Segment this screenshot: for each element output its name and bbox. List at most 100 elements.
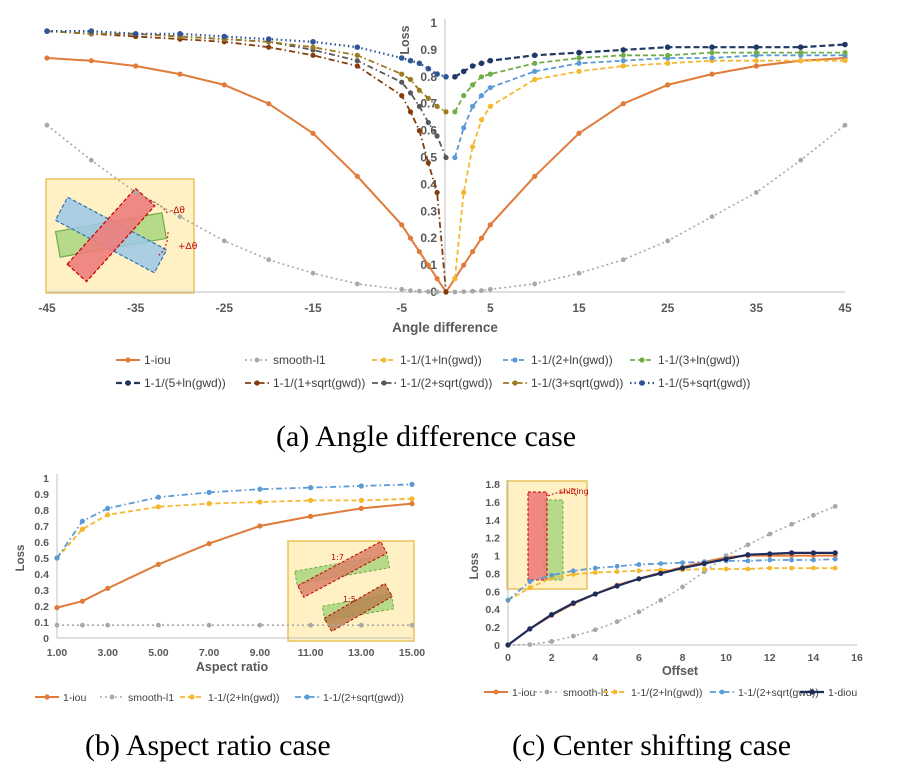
data-point: [434, 276, 440, 282]
data-point: [723, 556, 729, 562]
data-point: [221, 82, 227, 88]
inset-label-ratio-1: 1:7: [331, 553, 344, 562]
data-point: [549, 639, 554, 644]
y-tick-label: 1.6: [485, 497, 500, 509]
legend-item: 1-1/(5+ln(gwd)): [116, 376, 226, 390]
data-point: [399, 286, 405, 292]
data-point: [461, 125, 467, 131]
caption-c: (c) Center shifting case: [512, 729, 792, 762]
data-point: [257, 622, 263, 628]
data-point: [79, 598, 85, 604]
x-tick-label: 12: [764, 652, 776, 664]
data-point: [753, 63, 759, 69]
data-point: [470, 82, 476, 88]
legend-swatch-marker: [125, 380, 131, 386]
data-point: [308, 485, 314, 491]
data-point: [105, 505, 111, 511]
data-point: [789, 550, 795, 556]
data-point: [156, 622, 161, 628]
data-point: [767, 565, 773, 571]
data-point: [701, 561, 707, 567]
data-point: [408, 288, 413, 294]
data-point: [478, 117, 485, 123]
data-point: [753, 44, 760, 50]
legend-swatch-marker: [44, 694, 50, 700]
data-point: [470, 144, 476, 150]
data-point: [620, 52, 626, 58]
legend-item: smooth-l1: [535, 687, 609, 699]
data-point: [592, 565, 598, 571]
x-tick-label: 5: [487, 301, 494, 315]
x-tick-label: -5: [396, 301, 407, 315]
x-tick-label: 11.00: [298, 647, 324, 659]
legend-label: smooth-l1: [563, 687, 609, 699]
series-1-1-5-ln-gwd-: [452, 41, 848, 80]
data-point: [665, 82, 671, 88]
data-point: [576, 60, 582, 66]
rotation-arc-minus: [149, 199, 169, 215]
legend-label: 1-1/(5+ln(gwd)): [144, 376, 226, 390]
data-point: [358, 483, 364, 489]
y-tick-label: 0.5: [34, 553, 49, 565]
data-point: [206, 501, 212, 507]
data-point: [310, 39, 316, 45]
data-point: [665, 52, 671, 58]
data-point: [354, 52, 360, 58]
series-1-iou: [54, 501, 415, 611]
data-point: [105, 585, 111, 592]
legend-swatch-marker: [809, 689, 815, 695]
y-tick-label: 0.8: [34, 505, 49, 517]
data-point: [461, 189, 467, 196]
data-point: [789, 521, 794, 527]
legend-item: 1-1/(2+ln(gwd)): [180, 692, 280, 704]
series-line: [507, 551, 836, 646]
legend-swatch-marker: [304, 694, 310, 700]
data-point: [206, 489, 212, 495]
legend-item: 1-1/(2+ln(gwd)): [603, 687, 703, 699]
data-point: [409, 501, 415, 507]
series-smooth-l1: [54, 622, 415, 628]
legend-label: 1-1/(2+ln(gwd)): [631, 687, 703, 699]
data-point: [461, 93, 467, 99]
data-point: [443, 109, 449, 115]
series-1-1-2-sqrt-gwd-: [54, 481, 415, 561]
data-point: [709, 44, 715, 50]
data-point: [620, 101, 626, 107]
y-tick-label: 0.6: [34, 537, 49, 549]
data-point: [571, 633, 576, 639]
legend-swatch-marker: [512, 357, 518, 363]
legend-label: 1-1/(3+ln(gwd)): [658, 353, 740, 367]
data-point: [132, 31, 139, 37]
data-point: [636, 562, 642, 567]
data-point: [797, 44, 804, 50]
y-tick-label: 0.1: [34, 617, 49, 629]
data-point: [155, 494, 161, 500]
data-point: [753, 50, 759, 56]
x-tick-label: 9.00: [250, 647, 271, 659]
data-point: [407, 76, 414, 83]
data-point: [571, 571, 576, 577]
legend-item: 1-1/(2+sqrt(gwd)): [710, 687, 819, 699]
x-tick-label: 4: [592, 652, 598, 664]
data-point: [452, 154, 458, 161]
data-point: [478, 74, 485, 80]
data-point: [407, 57, 414, 64]
data-point: [664, 44, 671, 50]
legend-label: 1-iou: [144, 353, 171, 367]
x-tick-label: 35: [750, 301, 764, 315]
data-point: [266, 257, 272, 263]
legend-label: 1-1/(3+sqrt(gwd)): [531, 376, 623, 390]
data-point: [44, 122, 50, 128]
data-point: [399, 71, 405, 77]
legend-label: 1-iou: [63, 692, 87, 704]
series-1-1-2-ln-gwd-: [54, 496, 415, 561]
data-point: [434, 189, 440, 196]
data-point: [527, 642, 533, 647]
red-box: [527, 491, 548, 581]
series-1-1-2-sqrt-gwd-: [505, 556, 838, 603]
data-point: [665, 238, 671, 244]
y-tick-label: 0.7: [34, 521, 49, 533]
series-line: [46, 30, 447, 113]
legend-item: 1-iou: [35, 692, 87, 704]
legend-label: 1-1/(2+sqrt(gwd)): [738, 687, 819, 699]
